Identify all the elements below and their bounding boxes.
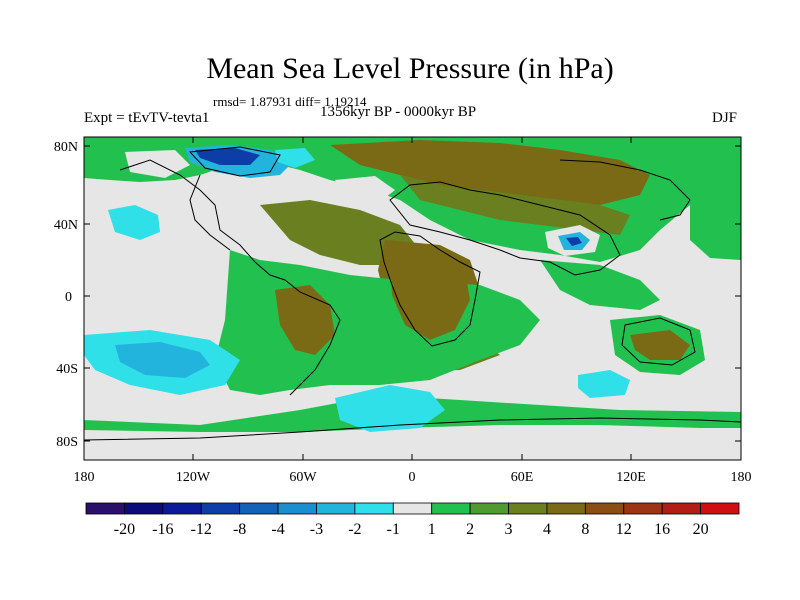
colorbar-label: -4 <box>271 521 284 538</box>
season-label: DJF <box>712 110 738 126</box>
antarctic-neutral <box>84 425 741 460</box>
eurasia-olive-belt <box>400 175 630 235</box>
lat-tick-label: 40S <box>56 362 78 377</box>
colorbar <box>85 502 740 515</box>
lat-axis: 80N 40N 0 40S 80S <box>54 140 741 450</box>
colorbar-swatch <box>200 502 241 515</box>
colorbar-swatch <box>508 502 548 515</box>
colorbar-swatch <box>277 502 317 515</box>
colorbar-label: 3 <box>505 521 513 538</box>
pacific-green-north <box>690 195 741 260</box>
colorbar-swatch <box>354 502 394 515</box>
africa-core <box>390 255 470 340</box>
stats-line: rmsd= 1.87931 diff= 1.19214 <box>213 94 367 109</box>
lon-tick-label: 180 <box>74 470 95 485</box>
colorbar-swatch <box>546 502 586 515</box>
lat-tick-label: 0 <box>65 290 72 305</box>
experiment-label: Expt = tEvTV-tevta1 <box>84 110 210 126</box>
colorbar-label: -3 <box>310 521 323 538</box>
colorbar-swatch <box>431 502 471 515</box>
south-america-core <box>275 285 335 355</box>
colorbar-labels: -20 -16 -12 -8 -4 -3 -2 -1 1 2 3 4 8 12 16 20 <box>114 521 709 538</box>
lat-tick-label: 80S <box>56 435 78 450</box>
colorbar-swatch <box>469 502 509 515</box>
colorbar-swatch <box>316 502 356 515</box>
colorbar-label: -8 <box>233 521 246 538</box>
lon-tick-label: 120E <box>616 470 646 485</box>
colorbar-label: 8 <box>581 521 589 538</box>
colorbar-swatch <box>623 502 663 515</box>
colorbar-label: 4 <box>543 521 551 538</box>
colorbar-label: 12 <box>616 521 632 538</box>
lon-tick-label: 60E <box>511 470 534 485</box>
colorbar-swatch <box>584 502 625 515</box>
lon-tick-label: 180 <box>731 470 752 485</box>
australia-brown <box>630 330 690 360</box>
lat-tick-label: 40N <box>54 218 78 233</box>
period-subtitle: 1356kyr BP - 0000kyr BP <box>320 104 477 120</box>
indian-ocean-low <box>578 370 630 398</box>
arctic-cyan-patch <box>275 148 315 168</box>
colorbar-label: -1 <box>387 521 400 538</box>
north-pacific-low <box>108 205 160 240</box>
colorbar-swatch <box>392 502 433 515</box>
colorbar-swatch <box>124 502 164 515</box>
greenland-low-core <box>195 148 260 165</box>
lon-axis: 180 120W 60W 0 60E 120E 180 <box>74 137 752 485</box>
siberia-neutral-patch <box>335 176 395 202</box>
colorbar-swatch <box>661 502 701 515</box>
lon-tick-label: 0 <box>409 470 416 485</box>
colorbar-label: 1 <box>428 521 436 538</box>
colorbar-label: -12 <box>191 521 212 538</box>
lat-tick-label: 80N <box>54 140 78 155</box>
colorbar-label: 2 <box>466 521 474 538</box>
south-atlantic-low <box>335 385 445 432</box>
colorbar-swatch <box>162 502 202 515</box>
colorbar-label: -2 <box>348 521 361 538</box>
colorbar-swatch <box>85 502 125 515</box>
colorbar-label: 20 <box>693 521 709 538</box>
tibet-low-center <box>566 237 582 246</box>
atlantic-olive <box>260 200 420 265</box>
colorbar-swatch <box>239 502 279 515</box>
coastlines <box>84 146 741 441</box>
pressure-field <box>84 137 741 460</box>
colorbar-label: -20 <box>114 521 135 538</box>
lon-tick-label: 60W <box>289 470 317 485</box>
lon-tick-label: 120W <box>176 470 211 485</box>
colorbar-label: 16 <box>654 521 670 538</box>
chart-title: Mean Sea Level Pressure (in hPa) <box>206 52 614 85</box>
south-pacific-low-core <box>115 342 210 378</box>
eurasia-positive <box>330 140 650 205</box>
colorbar-swatch <box>700 502 740 515</box>
colorbar-label: -16 <box>152 521 173 538</box>
